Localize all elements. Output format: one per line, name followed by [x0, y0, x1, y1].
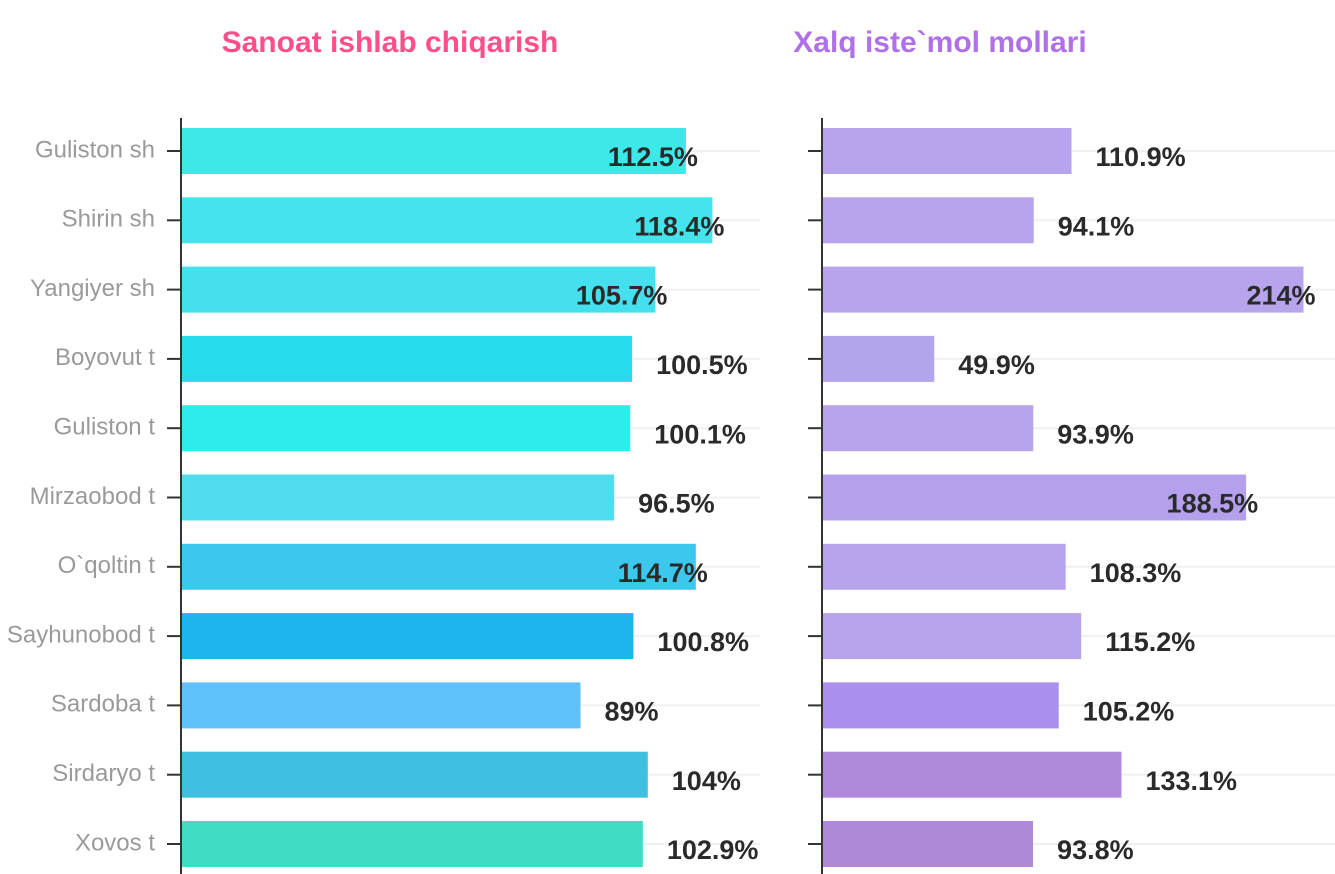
y-tick-label: Xovos t: [75, 829, 155, 856]
value-label: 96.5%: [638, 489, 715, 519]
bar: [822, 751, 1122, 798]
value-label: 112.5%: [608, 142, 698, 172]
value-label: 133.1%: [1145, 766, 1237, 796]
y-tick-label: Guliston t: [54, 414, 156, 441]
value-label: 114.7%: [618, 558, 708, 588]
value-label: 115.2%: [1105, 627, 1195, 657]
bar: [822, 613, 1082, 660]
bar: [822, 682, 1059, 729]
y-tick-label: Shirin sh: [62, 206, 155, 233]
y-tick-label: Mirzaobod t: [30, 483, 156, 510]
bar: [822, 335, 935, 382]
y-tick-label: O`qoltin t: [58, 552, 156, 579]
chart-title: Xalq iste`mol mollari: [793, 26, 1086, 59]
bar: [181, 405, 631, 452]
bar: [822, 197, 1034, 244]
value-label: 110.9%: [1096, 142, 1186, 172]
value-label: 105.2%: [1083, 697, 1175, 727]
value-label: 118.4%: [634, 211, 724, 241]
bar: [181, 335, 633, 382]
bar: [181, 682, 581, 729]
bar: [181, 266, 656, 313]
bar: [822, 821, 1034, 867]
chart-title: Sanoat ishlab chiqarish: [222, 26, 559, 59]
value-label: 100.5%: [656, 350, 748, 380]
value-label: 93.9%: [1057, 419, 1134, 449]
bar: [181, 128, 686, 174]
value-label: 108.3%: [1090, 558, 1182, 588]
value-label: 93.8%: [1057, 835, 1134, 865]
value-label: 214%: [1246, 281, 1315, 311]
value-label: 89%: [604, 697, 658, 727]
bar: [822, 266, 1304, 313]
bar: [822, 405, 1034, 452]
value-label: 104%: [672, 766, 741, 796]
value-label: 102.9%: [667, 835, 759, 865]
y-tick-label: Yangiyer sh: [30, 275, 155, 302]
value-label: 188.5%: [1167, 489, 1259, 519]
value-label: 94.1%: [1058, 211, 1135, 241]
y-tick-label: Sayhunobod t: [7, 621, 155, 648]
y-tick-label: Boyovut t: [55, 344, 155, 371]
bar: [822, 128, 1072, 174]
bar: [181, 543, 696, 590]
y-tick-label: Sirdaryo t: [52, 760, 155, 787]
bar: [181, 821, 643, 867]
bar: [181, 613, 634, 660]
value-label: 100.8%: [657, 627, 749, 657]
bar: [181, 751, 648, 798]
bar: [181, 474, 615, 521]
bar: [181, 197, 713, 244]
value-label: 49.9%: [958, 350, 1035, 380]
bar: [822, 474, 1247, 521]
value-label: 105.7%: [576, 281, 668, 311]
bar: [822, 543, 1066, 590]
y-tick-label: Guliston sh: [35, 136, 155, 163]
y-tick-label: Sardoba t: [51, 691, 155, 718]
value-label: 100.1%: [654, 419, 746, 449]
